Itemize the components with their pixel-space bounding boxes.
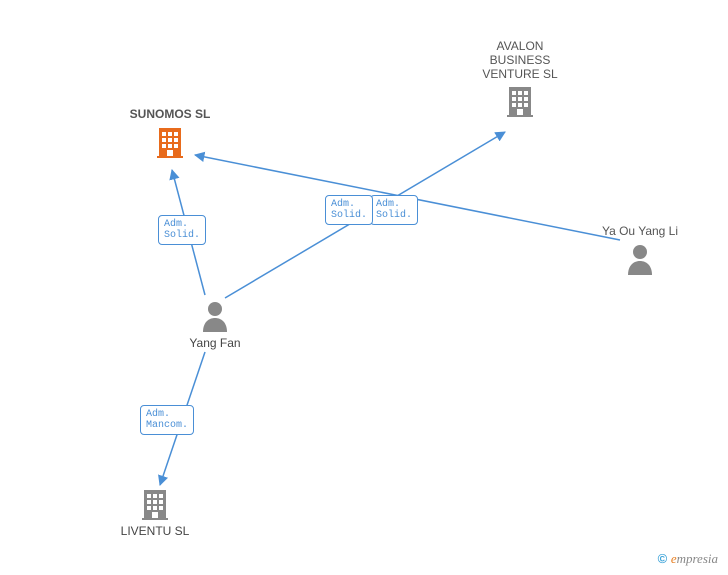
node-yangfan[interactable]: Yang Fan [165,300,265,351]
person-icon [200,300,230,335]
copyright-symbol: © [658,551,668,566]
building-icon [140,488,170,523]
node-label-yangfan: Yang Fan [165,337,265,351]
node-label-avalon: AVALON BUSINESS VENTURE SL [455,40,585,81]
watermark: © empresia [658,551,718,567]
node-sunomos[interactable]: SUNOMOS SL [110,108,230,161]
node-label-sunomos: SUNOMOS SL [110,108,230,122]
edge-label-yangfan-avalon: Adm. Solid. [370,195,418,225]
edge-label-yangfan-sunomos: Adm. Solid. [158,215,206,245]
edge-label-yangfan-liventu: Adm. Mancom. [140,405,194,435]
brand-rest: mpresia [677,551,718,566]
node-liventu[interactable]: LIVENTU SL [95,488,215,539]
edge-label-yaouyangli-sunomos: Adm. Solid. [325,195,373,225]
person-icon [625,243,655,278]
diagram-canvas: Adm. Solid. Adm. Solid. Adm. Solid. Adm.… [0,0,728,575]
building-icon [505,85,535,120]
building-icon [155,126,185,161]
node-yaouyangli[interactable]: Ya Ou Yang Li [575,225,705,278]
node-label-yaouyangli: Ya Ou Yang Li [575,225,705,239]
node-label-liventu: LIVENTU SL [95,525,215,539]
node-avalon[interactable]: AVALON BUSINESS VENTURE SL [455,40,585,120]
